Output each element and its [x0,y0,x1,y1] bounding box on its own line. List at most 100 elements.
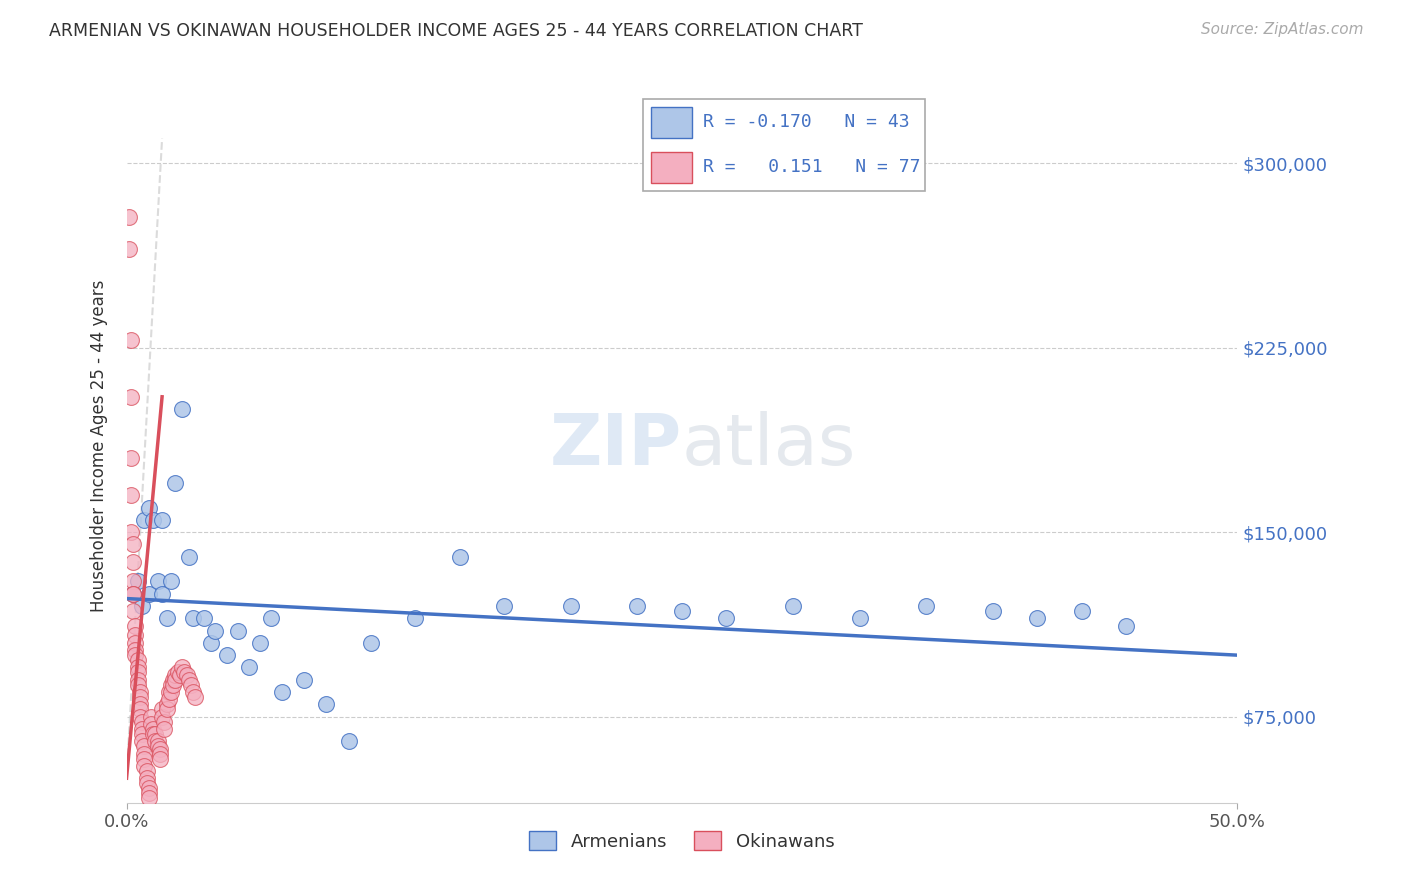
Point [626,599,648,613]
Point [122,555,145,569]
Point [135,776,157,790]
Point [146,739,169,754]
Point [122,587,145,601]
Point [131,727,153,741]
Text: ARMENIAN VS OKINAWAN HOUSEHOLDER INCOME AGES 25 - 44 YEARS CORRELATION CHART: ARMENIAN VS OKINAWAN HOUSEHOLDER INCOME … [49,22,863,40]
Point [120,390,142,404]
Point [155,611,177,625]
Point [1070,604,1092,618]
Text: atlas: atlas [682,411,856,481]
Point [165,475,187,490]
Point [138,587,160,601]
Point [172,402,194,417]
Point [449,549,471,564]
Point [150,702,173,716]
Point [181,685,204,699]
Point [177,673,200,687]
Point [180,678,202,692]
FancyBboxPatch shape [651,106,692,138]
FancyBboxPatch shape [651,152,692,184]
Point [120,488,142,502]
Point [138,786,160,800]
Point [160,574,183,589]
Point [915,599,938,613]
Point [153,722,176,736]
Point [128,702,150,716]
Point [360,636,382,650]
Point [149,751,172,765]
Point [166,665,188,680]
Point [172,660,194,674]
Point [271,685,294,699]
Point [134,751,156,765]
Point [131,722,153,736]
Point [127,665,149,680]
Point [127,574,149,589]
Point [135,764,157,778]
Point [131,599,153,613]
Point [149,747,172,761]
Point [155,702,177,716]
Point [162,673,184,687]
Point [157,685,180,699]
Point [226,624,249,638]
Point [139,709,162,723]
Point [138,780,160,795]
Point [134,759,156,773]
Point [134,513,156,527]
Point [131,734,153,748]
Legend: Armenians, Okinawans: Armenians, Okinawans [522,824,842,858]
Point [122,574,145,589]
Point [124,643,146,657]
Point [127,653,149,667]
Point [127,678,149,692]
Point [150,513,173,527]
Point [134,747,156,761]
Y-axis label: Householder Income Ages 25 - 44 years: Householder Income Ages 25 - 44 years [90,280,108,612]
Point [337,734,360,748]
Point [150,587,173,601]
Point [118,242,141,256]
Point [193,611,215,625]
Point [177,549,200,564]
Point [135,771,157,785]
Point [169,668,191,682]
Point [1026,611,1049,625]
FancyBboxPatch shape [643,99,925,191]
Point [142,722,165,736]
Point [238,660,260,674]
Point [200,636,222,650]
Point [162,678,184,692]
Point [128,685,150,699]
Point [128,698,150,712]
Point [134,739,156,754]
Point [157,692,180,706]
Point [139,717,162,731]
Point [160,685,183,699]
Point [782,599,804,613]
Point [146,734,169,748]
Point [124,628,146,642]
Point [155,698,177,712]
Point [716,611,738,625]
Point [204,624,226,638]
Point [122,604,145,618]
Point [292,673,315,687]
Point [124,648,146,662]
Point [122,587,145,601]
Point [181,611,204,625]
Point [145,734,167,748]
Point [128,709,150,723]
Point [315,698,337,712]
Point [404,611,426,625]
Point [173,665,195,680]
Point [122,537,145,551]
Text: ZIP: ZIP [550,411,682,481]
Point [120,451,142,466]
Point [981,604,1004,618]
Point [122,587,145,601]
Point [118,210,141,224]
Point [127,660,149,674]
Point [138,790,160,805]
Point [184,690,207,704]
